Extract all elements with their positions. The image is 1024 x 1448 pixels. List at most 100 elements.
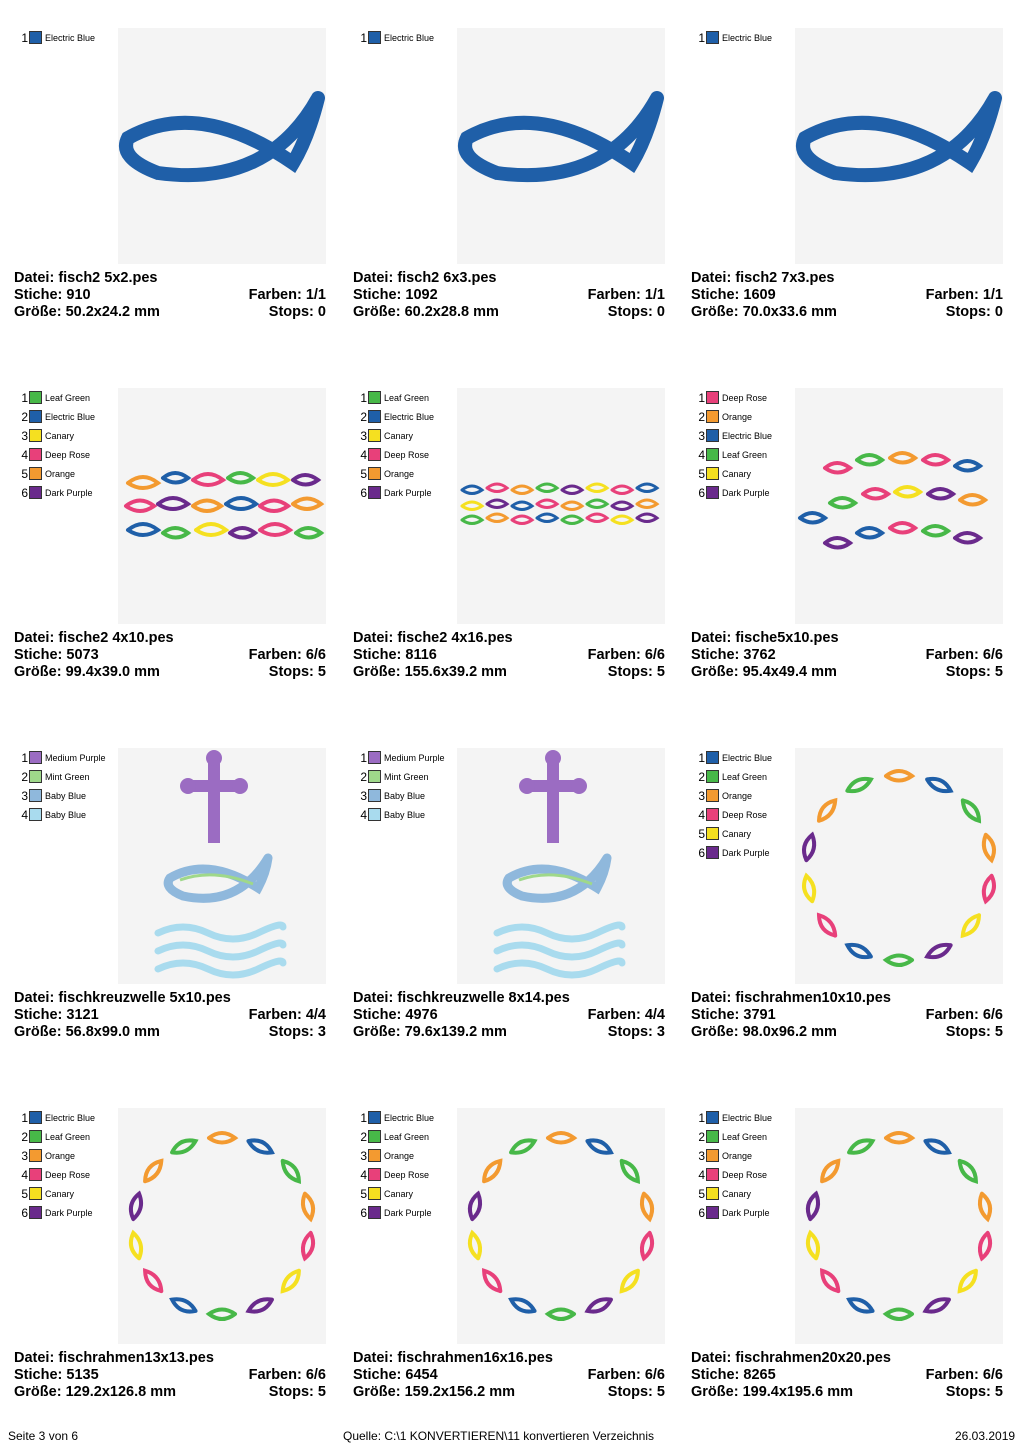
design-preview xyxy=(795,388,1003,624)
design-info: Datei: fische2 4x16.pes Stiche: 8116 Farb… xyxy=(353,630,665,681)
color-swatch xyxy=(29,410,42,423)
design-preview xyxy=(457,1108,665,1344)
thread-number: 1 xyxy=(360,30,367,45)
stop-count: Stops: 0 xyxy=(607,304,665,320)
color-swatch xyxy=(706,429,719,442)
color-swatch xyxy=(29,789,42,802)
design-info: Datei: fische2 4x10.pes Stiche: 5073 Farb… xyxy=(14,630,326,681)
design-info: Datei: fische5x10.pes Stiche: 3762 Farben… xyxy=(691,630,1003,681)
stitch-count: Stiche: 3762 xyxy=(691,647,776,663)
design-preview xyxy=(118,748,326,984)
stitch-count: Stiche: 8116 xyxy=(353,647,437,663)
ring-fish xyxy=(820,1158,841,1184)
stitch-count: Stiche: 3121 xyxy=(14,1007,99,1023)
color-swatch xyxy=(706,1130,719,1143)
thread-legend: 1 Electric Blue 2 Leaf Green 3 Orange 4 Deep… xyxy=(698,750,773,860)
ring-fish xyxy=(619,1158,640,1184)
ring-fish xyxy=(882,1307,914,1321)
color-count: Farben: 6/6 xyxy=(925,647,1003,663)
ring-fish xyxy=(639,1230,655,1262)
color-swatch xyxy=(368,1168,381,1181)
source-path: Quelle: C:\1 KONVERTIEREN\11 konvertiere… xyxy=(343,1429,655,1443)
design-info: Datei: fisch2 6x3.pes Stiche: 1092 Farben… xyxy=(353,270,665,321)
thread-number: 1 xyxy=(698,30,705,45)
stitch-count: Stiche: 4976 xyxy=(353,1007,438,1023)
file-name: Datei: fischkreuzwelle 5x10.pes xyxy=(14,990,231,1006)
ring-fish xyxy=(802,831,817,863)
design-size: Größe: 56.8x99.0 mm xyxy=(14,1024,160,1040)
fish-symbol-icon xyxy=(458,91,664,183)
design-info: Datei: fischrahmen10x10.pes Stiche: 3791… xyxy=(691,990,1003,1041)
stop-count: Stops: 5 xyxy=(945,664,1003,680)
color-swatch xyxy=(706,751,719,764)
design-info: Datei: fischrahmen13x13.pes Stiche: 5135… xyxy=(14,1350,326,1401)
color-count: Farben: 1/1 xyxy=(587,287,665,303)
color-swatch xyxy=(706,789,719,802)
thread-name: Electric Blue xyxy=(722,32,773,43)
design-size: Größe: 95.4x49.4 mm xyxy=(691,664,837,680)
design-size: Größe: 99.4x39.0 mm xyxy=(14,664,160,680)
color-swatch xyxy=(29,486,42,499)
design-preview xyxy=(118,388,326,624)
thread-legend: 1 Electric Blue xyxy=(20,28,130,47)
design-card: 1 Electric Blue 2 Leaf Green 3 Orange 4 Deep… xyxy=(339,1080,677,1440)
color-swatch xyxy=(706,846,719,859)
thread-name: Electric Blue xyxy=(45,32,96,43)
color-swatch xyxy=(706,1187,719,1200)
design-card: 1 Electric Blue 2 Leaf Green 3 Orange 4 Deep… xyxy=(677,720,1015,1080)
stitch-count: Stiche: 5135 xyxy=(14,1367,99,1383)
file-name: Datei: fischrahmen16x16.pes xyxy=(353,1350,553,1366)
design-size: Größe: 60.2x28.8 mm xyxy=(353,304,499,320)
color-swatch xyxy=(29,808,42,821)
stop-count: Stops: 5 xyxy=(268,664,326,680)
ring-fish xyxy=(169,1297,198,1314)
color-count: Farben: 1/1 xyxy=(925,287,1003,303)
stop-count: Stops: 0 xyxy=(268,304,326,320)
color-swatch xyxy=(368,429,381,442)
ring-fish xyxy=(619,1268,640,1294)
fish-frame-icon xyxy=(805,1131,993,1321)
file-name: Datei: fische2 4x16.pes xyxy=(353,630,513,646)
ring-fish xyxy=(143,1158,164,1184)
color-swatch xyxy=(706,808,719,821)
file-name: Datei: fische5x10.pes xyxy=(691,630,839,646)
ring-fish xyxy=(246,1138,275,1155)
ring-fish xyxy=(820,1268,841,1294)
ring-fish xyxy=(816,797,838,823)
color-swatch xyxy=(29,429,42,442)
ring-fish xyxy=(957,1268,978,1294)
ring-fish xyxy=(844,942,873,960)
design-card: 1 Electric Blue Datei: fisch2 5x2.pes Sti… xyxy=(0,0,338,360)
color-swatch xyxy=(706,1168,719,1181)
design-info: Datei: fischkreuzwelle 5x10.pes Stiche: … xyxy=(14,990,326,1041)
ring-fish xyxy=(509,1138,538,1155)
stop-count: Stops: 5 xyxy=(607,664,665,680)
color-swatch xyxy=(368,789,381,802)
ring-fish xyxy=(802,872,817,904)
ring-fish xyxy=(639,1191,655,1223)
color-count: Farben: 6/6 xyxy=(587,1367,665,1383)
ring-fish xyxy=(884,1131,916,1145)
ring-fish xyxy=(977,1191,993,1223)
ring-fish xyxy=(960,913,982,939)
file-name: Datei: fisch2 6x3.pes xyxy=(353,270,497,286)
file-name: Datei: fische2 4x10.pes xyxy=(14,630,174,646)
thread-legend: 1 Leaf Green 2 Electric Blue 3 Canary 4 Deep… xyxy=(21,390,96,500)
color-swatch xyxy=(368,770,381,783)
thread-row: 1 Electric Blue xyxy=(359,28,469,47)
fish-frame-icon xyxy=(802,769,996,967)
fish-frame-icon xyxy=(128,1131,316,1321)
fish-pattern-icon xyxy=(124,471,325,540)
color-swatch xyxy=(368,751,381,764)
thread-legend: 1 Electric Blue 2 Leaf Green 3 Orange 4 Deep… xyxy=(21,1110,96,1220)
stop-count: Stops: 5 xyxy=(945,1384,1003,1400)
color-count: Farben: 6/6 xyxy=(587,647,665,663)
stitch-count: Stiche: 910 xyxy=(14,287,91,303)
color-swatch xyxy=(706,1111,719,1124)
color-count: Farben: 6/6 xyxy=(248,647,326,663)
ring-fish xyxy=(923,1138,952,1155)
ring-fish xyxy=(467,1190,483,1222)
color-swatch xyxy=(368,410,381,423)
